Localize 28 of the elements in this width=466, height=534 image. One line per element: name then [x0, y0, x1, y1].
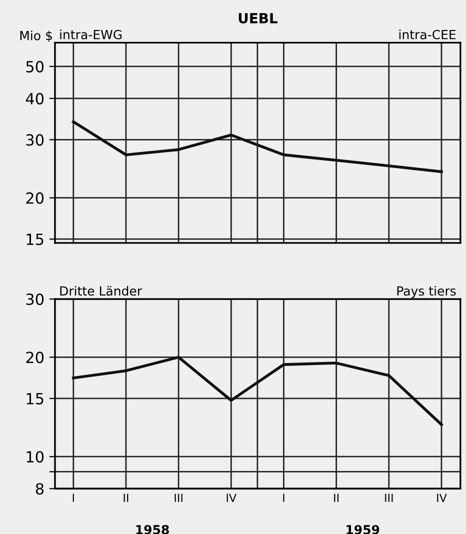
- x-tick-label: IV: [437, 494, 447, 502]
- y-tick-label: 20: [26, 352, 44, 364]
- text: 1958: [136, 524, 169, 534]
- line-series: [72, 356, 443, 426]
- text: 1959: [346, 524, 380, 534]
- y-tick-label: 40: [26, 92, 44, 104]
- y-tick-label: 15: [26, 393, 44, 404]
- y-axis-title: Mio $: [20, 30, 52, 42]
- y-tick-label: 15: [26, 234, 44, 246]
- y-tick-label: 8: [36, 483, 44, 495]
- y-tick-label: 30: [26, 294, 44, 306]
- x-tick-label: III: [174, 494, 182, 502]
- x-tick-label: I: [72, 494, 74, 502]
- x-tick-label: III: [385, 494, 393, 502]
- text: intra-CEE: [399, 30, 456, 40]
- y-tick-label: 50: [26, 60, 44, 72]
- x-tick-label: II: [124, 494, 128, 502]
- y-tick-label: 10: [26, 451, 44, 463]
- x-tick-label: II: [334, 494, 338, 502]
- text: Dritte Länder: [60, 286, 142, 296]
- text: intra-EWG: [60, 30, 122, 40]
- x-tick-label: I: [283, 494, 284, 502]
- x-tick-label: IV: [226, 494, 236, 502]
- chart-title: UEBL: [238, 13, 278, 24]
- y-tick-label: 30: [26, 134, 44, 146]
- y-tick-label: 20: [26, 192, 44, 204]
- text: Pays tiers: [397, 286, 456, 298]
- line-series: [72, 120, 443, 174]
